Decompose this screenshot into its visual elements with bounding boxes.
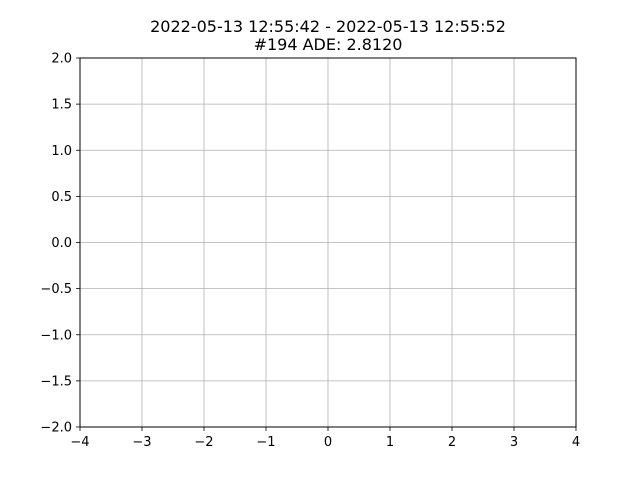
- y-tick-label: 0.5: [51, 190, 72, 205]
- y-tick-label: −0.5: [40, 282, 72, 297]
- x-tick-label: −2: [194, 435, 213, 450]
- y-tick-label: −1.5: [40, 374, 72, 389]
- y-tick-label: 1.5: [51, 98, 72, 113]
- x-tick-label: −3: [132, 435, 151, 450]
- y-tick-label: −1.0: [40, 328, 72, 343]
- x-tick-label: 0: [324, 435, 332, 450]
- x-tick-label: −1: [256, 435, 275, 450]
- y-tick-label: −2.0: [40, 421, 72, 436]
- x-tick-label: 3: [510, 435, 518, 450]
- x-tick-label: 1: [386, 435, 394, 450]
- x-tick-label: −4: [70, 435, 89, 450]
- y-tick-label: 2.0: [51, 52, 72, 67]
- x-axis-ticks: −4 −3 −2 −1 0 1 2 3 4: [70, 427, 580, 450]
- x-tick-label: 4: [572, 435, 580, 450]
- y-tick-label: 1.0: [51, 144, 72, 159]
- y-tick-label: 0.0: [51, 236, 72, 251]
- y-axis-ticks: −2.0 −1.5 −1.0 −0.5 0.0 0.5 1.0 1.5 2.0: [40, 52, 80, 436]
- x-tick-label: 2: [448, 435, 456, 450]
- chart-subtitle: #194 ADE: 2.8120: [254, 35, 403, 54]
- chart-title: 2022-05-13 12:55:42 - 2022-05-13 12:55:5…: [150, 17, 506, 36]
